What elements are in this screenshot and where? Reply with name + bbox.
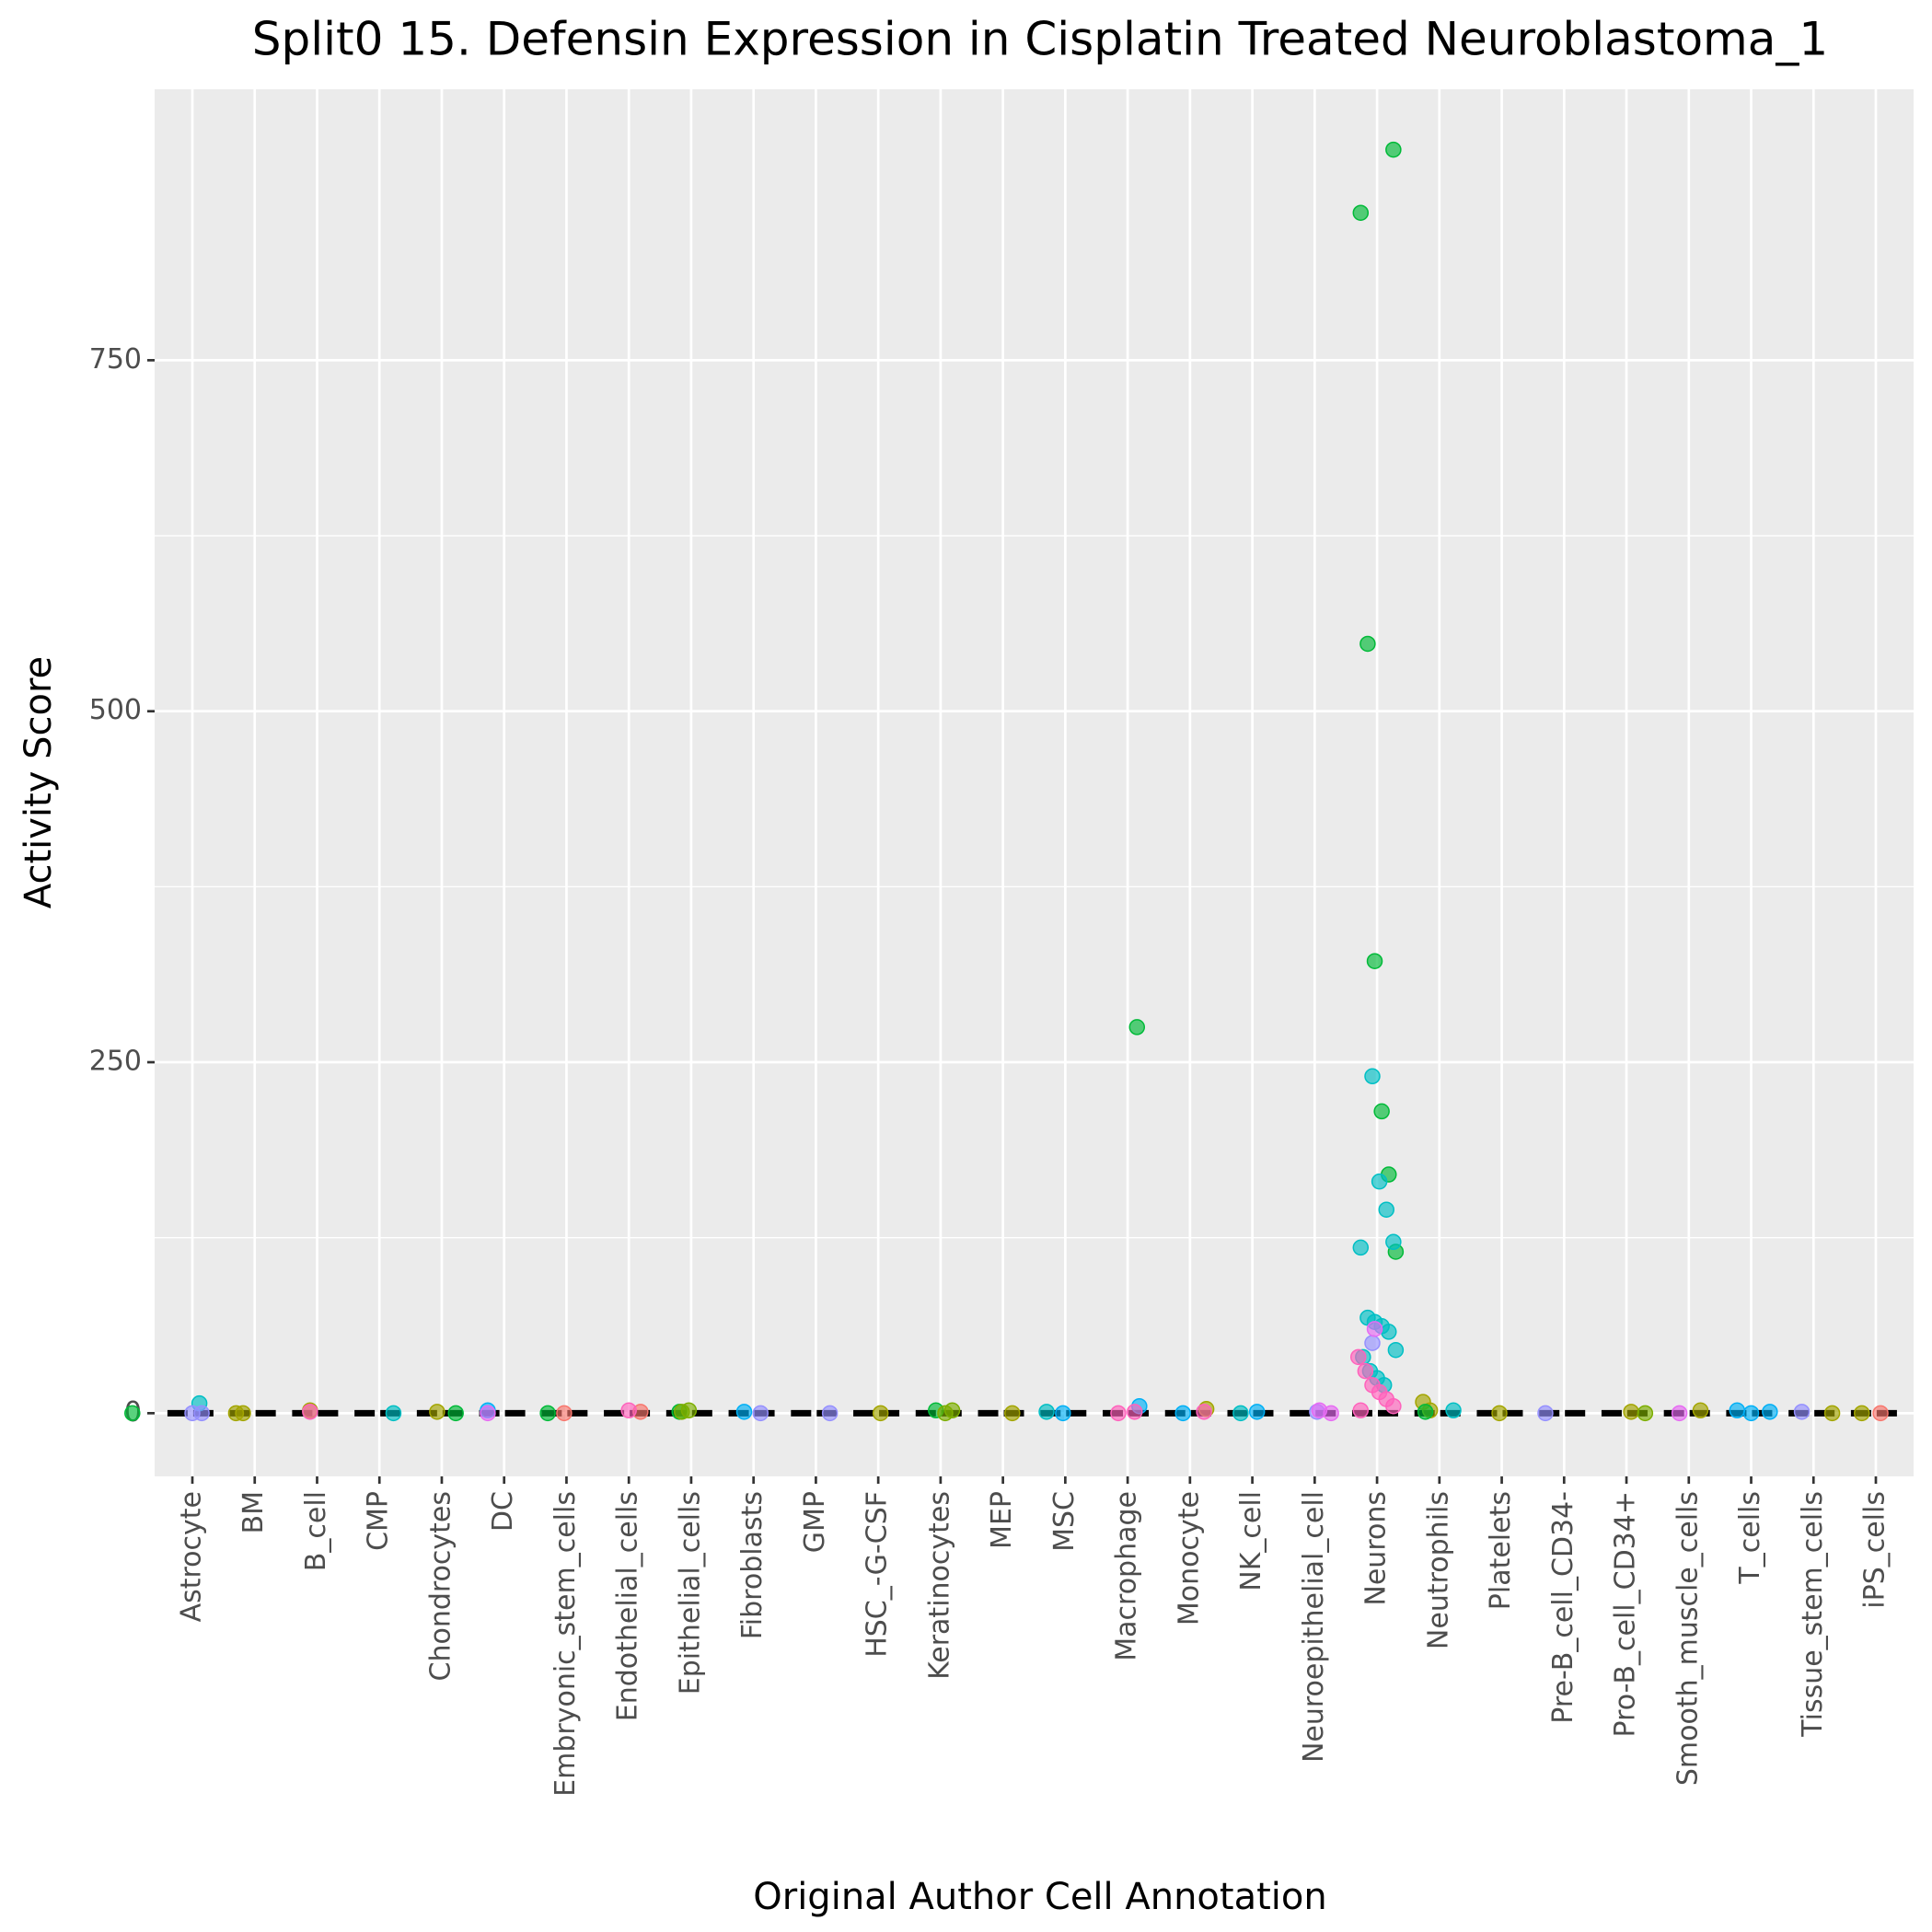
point — [1366, 1321, 1383, 1337]
point — [124, 1405, 141, 1422]
point — [385, 1405, 402, 1422]
point — [1537, 1405, 1554, 1422]
x-tick-label: Embryonic_stem_cells — [550, 1491, 582, 1797]
x-tick-label: Smooth_muscle_cells — [1672, 1491, 1704, 1786]
point — [1055, 1405, 1071, 1422]
point — [429, 1404, 445, 1420]
y-tick-label: 250 — [89, 1046, 142, 1078]
x-tick-label: MSC — [1048, 1491, 1081, 1552]
point — [1445, 1402, 1462, 1419]
point — [1128, 1019, 1146, 1035]
point — [735, 1404, 753, 1420]
x-tick-label: Neurons — [1360, 1491, 1393, 1606]
point — [1364, 1068, 1381, 1085]
point — [1364, 1335, 1381, 1351]
point — [1357, 1362, 1374, 1380]
point — [1366, 953, 1383, 969]
plot-panel — [155, 89, 1914, 1476]
chart-title: Split0 15. Defensin Expression in Cispla… — [252, 13, 1828, 66]
point — [1387, 1341, 1405, 1359]
point — [1232, 1405, 1249, 1422]
point — [193, 1405, 210, 1422]
x-tick-label: Neuroepithelial_cell — [1298, 1491, 1330, 1763]
x-tick-label: Endothelial_cells — [612, 1491, 644, 1721]
point — [235, 1405, 251, 1422]
point — [680, 1402, 698, 1419]
point — [1038, 1404, 1055, 1420]
point — [1373, 1103, 1390, 1120]
point — [556, 1405, 573, 1422]
point — [1248, 1404, 1266, 1420]
point — [1417, 1404, 1434, 1420]
point — [1385, 1397, 1402, 1415]
x-tick-label: T_cells — [1734, 1491, 1766, 1585]
point — [1352, 1239, 1370, 1256]
x-tick-label: Macrophage — [1111, 1491, 1143, 1661]
x-tick-label: Astrocyte — [176, 1491, 208, 1622]
point — [1378, 1201, 1394, 1218]
x-tick-label: Keratinocytes — [923, 1491, 955, 1680]
x-tick-label: Monocyte — [1173, 1491, 1205, 1625]
point — [1823, 1405, 1841, 1422]
x-tick-label: HSC_-G-CSF — [862, 1491, 894, 1658]
point — [1692, 1402, 1709, 1419]
point — [872, 1405, 889, 1422]
x-tick-label: Neutrophils — [1422, 1491, 1454, 1649]
point — [1350, 1348, 1367, 1366]
point — [480, 1405, 496, 1422]
point — [943, 1402, 961, 1419]
point — [1491, 1405, 1508, 1422]
point — [1196, 1404, 1212, 1420]
y-axis-title: Activity Score — [17, 656, 60, 908]
x-tick-label: iPS_cells — [1859, 1491, 1892, 1609]
point — [1793, 1404, 1811, 1420]
point — [752, 1405, 769, 1422]
x-tick-label: MEP — [986, 1491, 1018, 1549]
x-tick-label: BM — [237, 1491, 270, 1533]
x-tick-label: Fibroblasts — [736, 1491, 769, 1639]
point — [1381, 1324, 1397, 1340]
x-tick-label: Epithelial_cells — [674, 1491, 706, 1695]
point — [1762, 1404, 1778, 1420]
x-axis-title: Original Author Cell Annotation — [753, 1876, 1326, 1918]
point — [1352, 1402, 1370, 1419]
point — [447, 1405, 464, 1422]
point — [1623, 1404, 1639, 1420]
point — [539, 1405, 556, 1422]
x-tick-label: DC — [487, 1491, 519, 1532]
point — [1311, 1402, 1328, 1419]
x-tick-label: B_cell — [300, 1491, 332, 1571]
y-tick-label: 500 — [89, 694, 142, 726]
point — [1872, 1405, 1889, 1422]
point — [1004, 1405, 1021, 1422]
point — [821, 1405, 839, 1422]
x-tick-label: GMP — [799, 1491, 831, 1553]
point — [1371, 1173, 1388, 1190]
x-tick-label: NK_cell — [1235, 1491, 1267, 1591]
x-tick-label: CMP — [363, 1491, 395, 1551]
point — [302, 1404, 318, 1420]
point — [1359, 635, 1376, 653]
x-tick-label: Pre-B_cell_CD34- — [1547, 1491, 1579, 1724]
x-tick-label: Pro-B_cell_CD34+ — [1610, 1491, 1642, 1737]
x-tick-label: Tissue_stem_cells — [1797, 1491, 1829, 1738]
point — [1174, 1405, 1191, 1422]
point — [620, 1402, 637, 1419]
point — [1352, 204, 1370, 221]
point — [1385, 141, 1402, 158]
point — [1729, 1402, 1746, 1419]
point — [1671, 1405, 1688, 1422]
point — [1854, 1405, 1870, 1422]
point — [1110, 1405, 1127, 1422]
point — [1742, 1405, 1760, 1422]
point — [1126, 1404, 1143, 1420]
x-tick-label: Chondrocytes — [424, 1491, 457, 1682]
point — [1637, 1405, 1654, 1422]
y-tick-label: 750 — [89, 343, 142, 376]
x-tick-label: Platelets — [1485, 1491, 1517, 1610]
point — [1385, 1233, 1402, 1251]
